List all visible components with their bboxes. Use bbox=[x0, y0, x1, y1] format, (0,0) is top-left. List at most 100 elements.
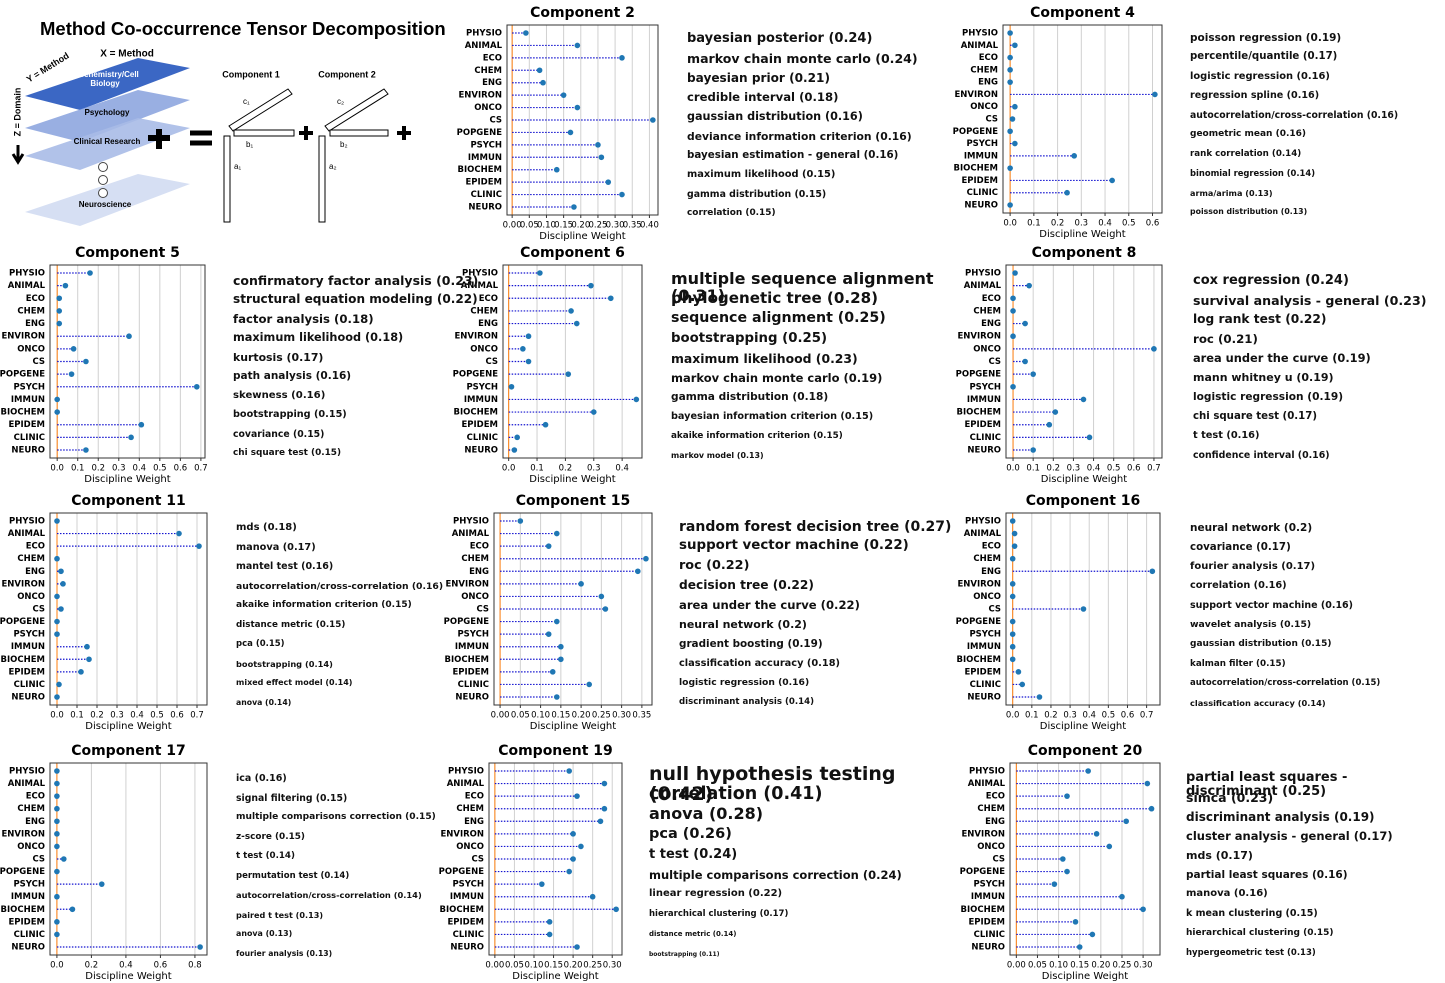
method-label: wavelet analysis (0.15) bbox=[1190, 620, 1311, 630]
y-tick-label: ANIMAL bbox=[964, 529, 1002, 539]
x-tick-label: 0.8 bbox=[188, 961, 202, 971]
method-label: covariance (0.17) bbox=[1190, 542, 1291, 553]
dot bbox=[509, 384, 515, 390]
dot bbox=[1064, 190, 1070, 196]
dot bbox=[547, 919, 553, 925]
x-tick-label: 0.5 bbox=[1102, 711, 1116, 721]
method-label: structural equation modeling (0.22) bbox=[233, 293, 478, 306]
dot bbox=[1010, 619, 1016, 625]
dot bbox=[1037, 694, 1043, 700]
dot bbox=[537, 67, 543, 73]
method-label: factor analysis (0.18) bbox=[233, 313, 374, 325]
chart-title: Component 8 bbox=[1032, 245, 1137, 261]
y-tick-label: BIOCHEM bbox=[1, 408, 45, 418]
dot bbox=[1007, 55, 1013, 61]
y-tick-label: NEURO bbox=[971, 943, 1005, 953]
y-tick-label: ENVIRON bbox=[957, 579, 1001, 589]
dot bbox=[54, 919, 60, 925]
dot bbox=[1012, 141, 1018, 147]
y-tick-label: ENVIRON bbox=[458, 91, 502, 101]
method-label: random forest decision tree (0.27) bbox=[679, 520, 951, 535]
dot bbox=[1007, 165, 1013, 171]
y-tick-label: IMMUN bbox=[11, 395, 45, 405]
y-tick-label: EPIDEM bbox=[452, 667, 489, 677]
method-label: akaike information criterion (0.15) bbox=[236, 601, 412, 610]
method-label: regression spline (0.16) bbox=[1190, 91, 1319, 101]
method-label: paired t test (0.13) bbox=[236, 911, 323, 919]
y-tick-label: IMMUN bbox=[971, 892, 1005, 902]
dot bbox=[602, 781, 608, 787]
x-tick-label: 0.1 bbox=[1027, 219, 1041, 229]
chart-title: Component 4 bbox=[1030, 5, 1135, 21]
layer-label: Clinical Research bbox=[74, 137, 141, 146]
y-tick-label: ANIMAL bbox=[452, 529, 490, 539]
method-label: discriminant analysis (0.19) bbox=[1186, 811, 1375, 824]
dot bbox=[578, 844, 584, 850]
dot bbox=[54, 556, 60, 562]
x-tick-label: 0.0 bbox=[1003, 219, 1017, 229]
dot bbox=[537, 270, 543, 276]
x-axis-label: Discipline Weight bbox=[1040, 721, 1126, 732]
x-axis-label: Discipline Weight bbox=[85, 721, 171, 732]
method-label: gaussian distribution (0.16) bbox=[687, 111, 863, 123]
dot bbox=[566, 869, 572, 875]
dot bbox=[176, 531, 182, 537]
x-tick-label: 0.1 bbox=[71, 464, 85, 474]
chart-title: Component 17 bbox=[71, 743, 186, 759]
x-axis-label: X = Method bbox=[100, 49, 154, 60]
dot bbox=[126, 333, 132, 339]
y-tick-label: EPIDEM bbox=[447, 917, 484, 927]
y-tick-label: ENVIRON bbox=[961, 829, 1005, 839]
method-label: simca (0.23) bbox=[1186, 791, 1273, 804]
dot bbox=[83, 447, 89, 453]
x-tick-label: 0.35 bbox=[623, 221, 642, 231]
x-tick-label: 0.2 bbox=[85, 961, 99, 971]
dot bbox=[554, 167, 560, 173]
dot bbox=[568, 308, 574, 314]
dot bbox=[1071, 153, 1077, 159]
method-label: permutation test (0.14) bbox=[236, 872, 349, 881]
y-tick-label: IMMUN bbox=[468, 153, 502, 163]
dot bbox=[574, 944, 580, 950]
dot bbox=[1010, 518, 1016, 524]
dot bbox=[1007, 202, 1013, 208]
x-tick-label: 0.3 bbox=[1063, 711, 1077, 721]
x-tick-label: 0.20 bbox=[564, 961, 583, 971]
method-label: bootstrapping (0.25) bbox=[671, 332, 827, 346]
method-label: bayesian estimation - general (0.16) bbox=[687, 150, 898, 161]
dot bbox=[128, 435, 134, 441]
method-label: k mean clustering (0.15) bbox=[1186, 909, 1318, 919]
dot bbox=[539, 881, 545, 887]
method-label: covariance (0.15) bbox=[233, 430, 324, 440]
y-tick-label: PSYCH bbox=[969, 382, 1001, 392]
x-tick-label: 0.2 bbox=[1047, 464, 1061, 474]
y-tick-label: ONCO bbox=[973, 344, 1001, 354]
y-tick-label: EPIDEM bbox=[8, 667, 45, 677]
method-label: autocorrelation/cross-correlation (0.16) bbox=[1190, 111, 1398, 121]
x-tick-label: 0.00 bbox=[503, 221, 522, 231]
y-tick-label: NEURO bbox=[964, 201, 998, 211]
vector-label: a₁ bbox=[234, 162, 241, 171]
dot bbox=[526, 333, 532, 339]
method-label: hierarchical clustering (0.17) bbox=[649, 910, 788, 919]
x-tick-label: 0.30 bbox=[606, 221, 625, 231]
y-tick-label: BIOCHEM bbox=[445, 655, 489, 665]
dot bbox=[608, 295, 614, 301]
method-label: markov model (0.13) bbox=[671, 452, 764, 460]
dot bbox=[54, 397, 60, 403]
dot bbox=[578, 581, 584, 587]
plot-frame bbox=[50, 763, 207, 955]
x-tick-label: 0.0 bbox=[50, 711, 64, 721]
dot bbox=[1012, 270, 1018, 276]
y-tick-label: ANIMAL bbox=[447, 779, 485, 789]
x-axis-label: Discipline Weight bbox=[1039, 229, 1125, 240]
dot bbox=[1077, 944, 1083, 950]
vector bbox=[325, 89, 388, 131]
y-tick-label: CHEM bbox=[17, 306, 45, 316]
dot bbox=[1030, 447, 1036, 453]
x-tick-label: 0.30 bbox=[612, 711, 631, 721]
y-tick-label: ONCO bbox=[973, 592, 1001, 602]
x-tick-label: 0.15 bbox=[551, 711, 570, 721]
y-tick-label: CS bbox=[32, 855, 45, 865]
method-label: bayesian posterior (0.24) bbox=[687, 32, 872, 46]
